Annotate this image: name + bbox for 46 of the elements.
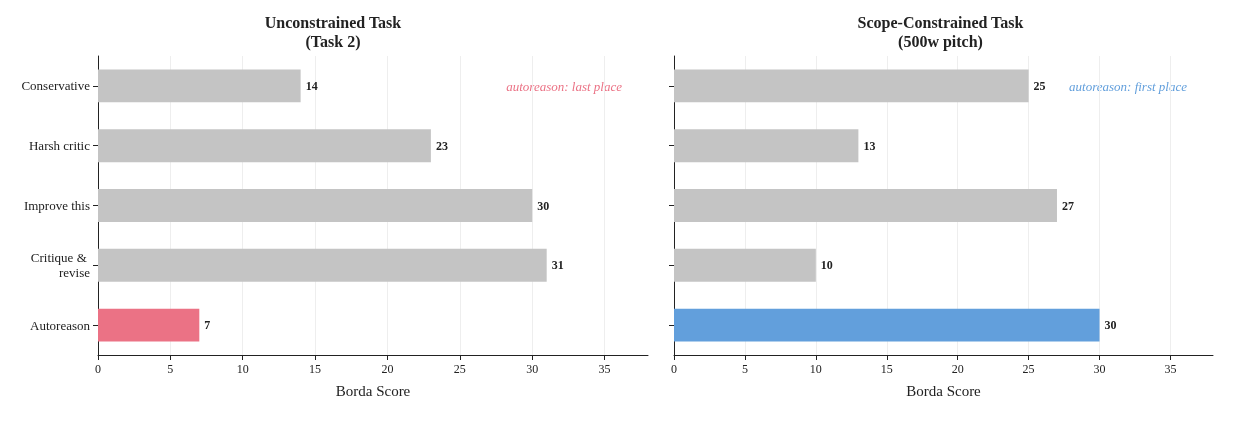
x-tick-label: 5 bbox=[741, 362, 748, 376]
data-label: 10 bbox=[820, 258, 833, 273]
data-label: 13 bbox=[863, 138, 876, 153]
x-tick-label: 0 bbox=[671, 362, 677, 376]
bar bbox=[674, 248, 816, 282]
data-label: 30 bbox=[537, 198, 550, 213]
bar bbox=[98, 189, 533, 222]
y-tick-label: Improve this bbox=[23, 198, 90, 213]
data-label: 7 bbox=[204, 318, 211, 333]
data-label: 27 bbox=[1061, 198, 1074, 213]
y-tick-label: Critique & revise bbox=[30, 250, 91, 281]
data-label: 25 bbox=[1033, 78, 1046, 93]
x-tick-label: 10 bbox=[809, 362, 822, 376]
data-label: 23 bbox=[435, 138, 448, 153]
chart-title: Scope-Constrained Task (500w pitch) bbox=[857, 14, 1024, 51]
x-tick-label: 0 bbox=[95, 362, 101, 376]
x-tick-label: 10 bbox=[236, 362, 249, 376]
annotation: autoreason: last place bbox=[506, 79, 623, 94]
y-tick-label: Conservative bbox=[21, 78, 91, 94]
x-tick-label: 5 bbox=[167, 362, 174, 376]
bar bbox=[674, 308, 1100, 342]
x-tick-label: 20 bbox=[381, 362, 394, 376]
bar bbox=[674, 69, 1029, 103]
bar bbox=[98, 248, 547, 282]
x-tick-label: 35 bbox=[598, 362, 611, 376]
bar bbox=[674, 189, 1057, 222]
x-axis-title: Borda Score bbox=[335, 382, 411, 399]
x-axis-title: Borda Score bbox=[906, 382, 982, 399]
chart-title: Unconstrained Task (Task 2) bbox=[264, 14, 402, 51]
x-tick-label: 35 bbox=[1164, 362, 1177, 376]
bar bbox=[98, 69, 301, 103]
x-tick-label: 15 bbox=[309, 362, 322, 376]
data-label: 30 bbox=[1104, 318, 1117, 333]
x-tick-label: 25 bbox=[1022, 362, 1035, 376]
bar bbox=[674, 129, 859, 163]
x-tick-label: 30 bbox=[526, 362, 539, 376]
y-tick-label: Harsh critic bbox=[28, 138, 91, 154]
bar bbox=[98, 129, 431, 163]
x-tick-label: 25 bbox=[453, 362, 466, 376]
data-label: 14 bbox=[305, 78, 318, 93]
y-tick-label: Autoreason bbox=[30, 317, 91, 333]
data-label: 31 bbox=[551, 258, 564, 273]
x-tick-label: 30 bbox=[1093, 362, 1106, 376]
x-tick-label: 15 bbox=[880, 362, 893, 376]
bar bbox=[98, 308, 200, 342]
x-tick-label: 20 bbox=[951, 362, 964, 376]
